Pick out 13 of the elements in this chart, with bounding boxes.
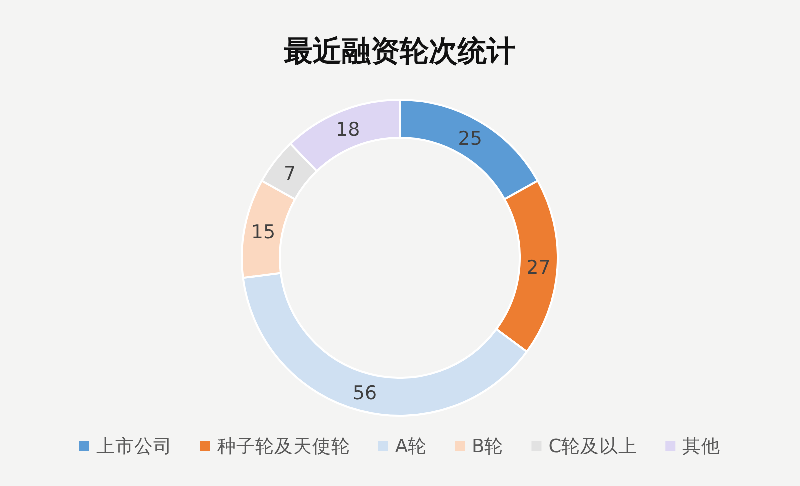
data-label: 25 bbox=[458, 128, 482, 150]
legend-label: 上市公司 bbox=[96, 436, 172, 458]
data-label: 15 bbox=[251, 222, 276, 244]
data-label: 7 bbox=[284, 162, 296, 185]
chart-title: 最近融资轮次统计 bbox=[283, 34, 516, 68]
legend-label: B轮 bbox=[472, 436, 504, 458]
legend-label: C轮及以上 bbox=[548, 436, 638, 458]
data-label: 56 bbox=[352, 382, 378, 405]
legend-label: 种子轮及天使轮 bbox=[217, 436, 350, 458]
data-label: 27 bbox=[526, 256, 551, 279]
data-label: 18 bbox=[336, 119, 360, 142]
legend-label: 其他 bbox=[682, 436, 721, 458]
legend-label: A轮 bbox=[395, 436, 428, 458]
